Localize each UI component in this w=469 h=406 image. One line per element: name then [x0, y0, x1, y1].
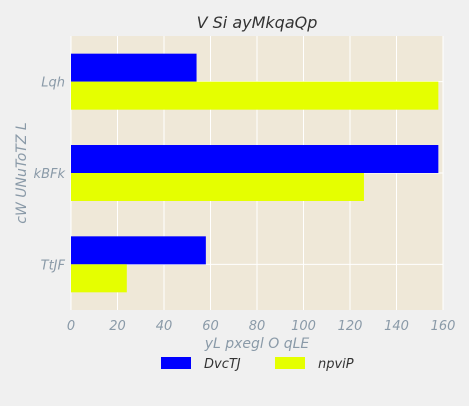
y-tick-label: kBFk [34, 167, 66, 182]
x-tick-label: 80 [249, 319, 266, 334]
x-tick-label: 60 [202, 319, 219, 334]
x-tick-label: 120 [338, 319, 363, 334]
x-tick-label: 40 [156, 319, 173, 334]
bars [71, 53, 439, 293]
bar-series-1-kBFk [71, 145, 439, 173]
x-tick-label: 140 [384, 319, 409, 334]
x-tick-label: 100 [291, 319, 316, 334]
legend-swatch-series-2 [275, 357, 305, 369]
bar-series-2-TtJF [71, 264, 127, 293]
y-tick-label: TtJF [41, 258, 66, 273]
legend-swatch-series-1 [161, 357, 191, 369]
legend-label-series-2: npviP [318, 357, 354, 372]
bar-series-2-Lqh [71, 81, 439, 110]
y-tick-label: Lqh [41, 76, 65, 91]
y-axis-label: cW UNuToTZ L [14, 122, 30, 223]
bar-series-2-kBFk [71, 173, 364, 201]
x-tick-label: 20 [109, 319, 126, 334]
x-tick-label: 0 [67, 319, 75, 334]
x-axis-label: yL pxegl O qLE [204, 336, 310, 352]
legend-label-series-1: DvcTJ [204, 357, 241, 372]
x-tick-label: 160 [431, 319, 456, 334]
y-tick-labels: Lqh kBFk TtJF [34, 76, 66, 274]
x-tick-labels: 0 20 40 60 80 100 120 140 160 [67, 319, 456, 334]
chart-title: V Si ayMkqaQp [197, 13, 318, 32]
legend: DvcTJ npviP [161, 357, 354, 372]
bar-series-1-TtJF [71, 236, 206, 265]
bar-series-1-Lqh [71, 53, 197, 82]
